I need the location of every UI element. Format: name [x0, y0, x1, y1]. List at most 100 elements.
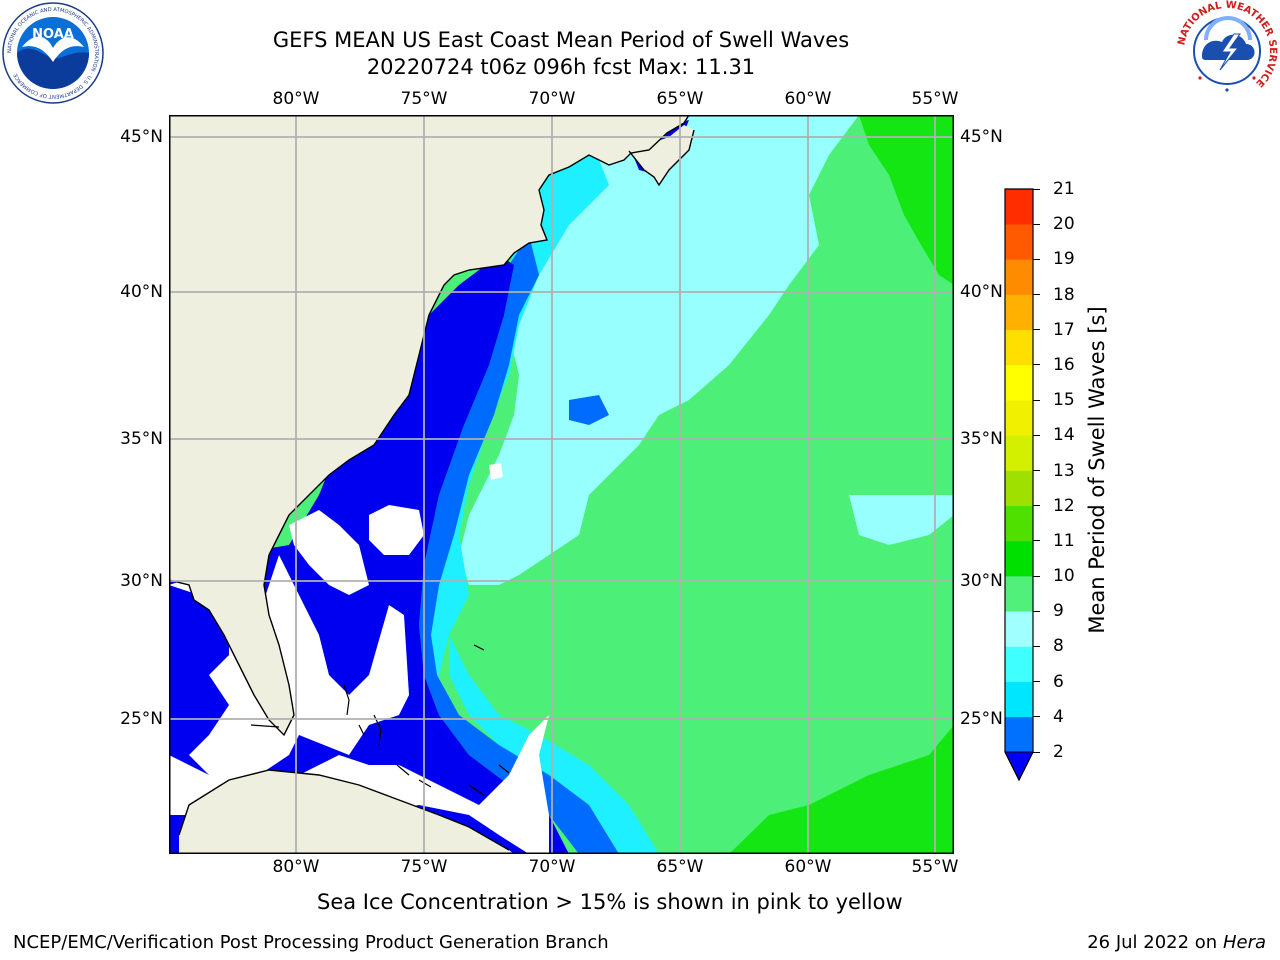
short-period-swell-tongue	[849, 495, 954, 545]
colorbar-tick	[1033, 364, 1040, 366]
footer-date: 26 Jul 2022 on Hera	[1087, 932, 1266, 953]
colorbar-level-label: 21	[1053, 179, 1075, 199]
colorbar-level-label: 11	[1053, 530, 1075, 551]
map-panel	[169, 115, 954, 854]
colorbar-tick	[1033, 610, 1040, 612]
lat-label-right: 40°N	[960, 282, 1003, 302]
colorbar-level-label: 6	[1053, 671, 1064, 692]
map-frame	[169, 115, 954, 854]
colorbar-swatch	[1005, 364, 1033, 401]
lon-label-top: 55°W	[911, 89, 959, 109]
colorbar-level-label: 4	[1053, 706, 1064, 727]
colorbar-tick	[1033, 434, 1040, 436]
chart-title: GEFS MEAN US East Coast Mean Period of S…	[272, 28, 850, 52]
land-mass-cuba	[179, 770, 514, 854]
colorbar-swatch	[1005, 716, 1033, 753]
long-period-swell-region	[859, 115, 954, 285]
colorbar	[1000, 186, 1040, 786]
colorbar-level-label: 17	[1053, 319, 1075, 340]
colorbar-swatch	[1005, 224, 1033, 260]
colorbar-tick	[1033, 223, 1040, 225]
colorbar-under-triangle	[1004, 751, 1034, 782]
footer-machine: Hera	[1222, 932, 1266, 953]
long-period-swell-region-south	[729, 725, 954, 854]
lat-label-right: 30°N	[960, 571, 1003, 591]
colorbar-tick	[1033, 540, 1040, 542]
colorbar-tick	[1033, 681, 1040, 683]
colorbar-tick	[1033, 645, 1040, 647]
lat-label-right: 25°N	[960, 709, 1003, 729]
colorbar-tick	[1033, 329, 1040, 331]
footer-date-text: 26 Jul 2022 on	[1087, 932, 1223, 953]
colorbar-swatch	[1005, 505, 1033, 542]
lon-label-bottom: 65°W	[656, 857, 704, 877]
colorbar-tick	[1033, 505, 1040, 507]
footer-credit: NCEP/EMC/Verification Post Processing Pr…	[13, 932, 609, 953]
colorbar-tick	[1033, 716, 1040, 718]
land-mass-nova-scotia	[629, 125, 694, 185]
lon-label-top: 80°W	[272, 89, 320, 109]
noaa-wordmark: NOAA	[32, 27, 74, 42]
chart-subtitle: 20220724 t06z 096h fcst Max: 11.31	[366, 55, 756, 79]
land-mass-north-america	[169, 115, 689, 585]
lat-label-left: 30°N	[120, 571, 163, 591]
cyan-swell-band-south	[449, 635, 659, 854]
colorbar-level-label: 15	[1053, 390, 1075, 411]
lat-label-left: 45°N	[120, 127, 163, 147]
mid-ocean-blue-patch	[569, 395, 609, 425]
colorbar-swatch	[1005, 576, 1033, 612]
cyan-swell-band	[409, 135, 609, 695]
colorbar-level-label: 2	[1053, 742, 1064, 762]
colorbar-swatch	[1005, 294, 1033, 331]
lon-label-bottom: 80°W	[272, 857, 320, 877]
colorbar-tick	[1033, 575, 1040, 577]
lon-label-bottom: 60°W	[784, 857, 832, 877]
colorbar-level-label: 16	[1053, 354, 1075, 375]
colorbar-swatches	[1004, 188, 1034, 782]
coastline	[169, 115, 690, 737]
colorbar-level-label: 12	[1053, 495, 1075, 516]
lon-label-top: 65°W	[656, 89, 704, 109]
colorbar-swatch	[1005, 611, 1033, 647]
lat-label-right: 45°N	[960, 127, 1003, 147]
lon-label-top: 70°W	[528, 89, 576, 109]
lon-label-top: 75°W	[400, 89, 448, 109]
coastline-cuba	[178, 769, 510, 851]
lat-label-left: 25°N	[120, 709, 163, 729]
colorbar-swatch	[1005, 681, 1033, 718]
colorbar-swatch	[1005, 470, 1033, 506]
lat-label-left: 40°N	[120, 282, 163, 302]
colorbar-swatch	[1005, 646, 1033, 682]
colorbar-level-label: 18	[1053, 284, 1075, 305]
no-data-area-dot	[489, 463, 503, 480]
nws-logo: NATIONAL WEATHER SERVICE	[1176, 0, 1278, 102]
colorbar-tick	[1033, 751, 1040, 753]
colorbar-swatch	[1005, 329, 1033, 366]
colorbar-level-label: 20	[1053, 214, 1075, 235]
no-data-area-offshore	[369, 505, 424, 555]
colorbar-tick	[1033, 294, 1040, 296]
colorbar-swatch	[1005, 400, 1033, 436]
lat-label-left: 35°N	[120, 429, 163, 449]
colorbar-level-label: 14	[1053, 425, 1075, 446]
no-data-area-carolina	[289, 510, 369, 595]
noaa-logo: NATIONAL OCEANIC AND ATMOSPHERIC ADMINIS…	[2, 2, 104, 104]
colorbar-level-label: 13	[1053, 460, 1075, 481]
bahamas-islands	[250, 644, 510, 796]
colorbar-title: Mean Period of Swell Waves [s]	[1085, 306, 1109, 634]
colorbar-swatch	[1005, 540, 1033, 577]
map-canvas	[169, 115, 954, 854]
colorbar-level-label: 10	[1053, 566, 1075, 587]
colorbar-swatch	[1005, 259, 1033, 295]
colorbar-tick	[1033, 470, 1040, 471]
graticule	[169, 115, 954, 854]
land-mass-florida	[189, 585, 294, 735]
coastline-nova-scotia	[628, 129, 695, 187]
lon-label-bottom: 55°W	[911, 857, 959, 877]
colorbar-level-label: 9	[1053, 601, 1064, 622]
colorbar-tick	[1033, 258, 1040, 260]
lon-label-top: 60°W	[784, 89, 832, 109]
lat-label-right: 35°N	[960, 429, 1003, 449]
sea-ice-note: Sea Ice Concentration > 15% is shown in …	[317, 890, 903, 914]
colorbar-swatch	[1005, 189, 1033, 225]
